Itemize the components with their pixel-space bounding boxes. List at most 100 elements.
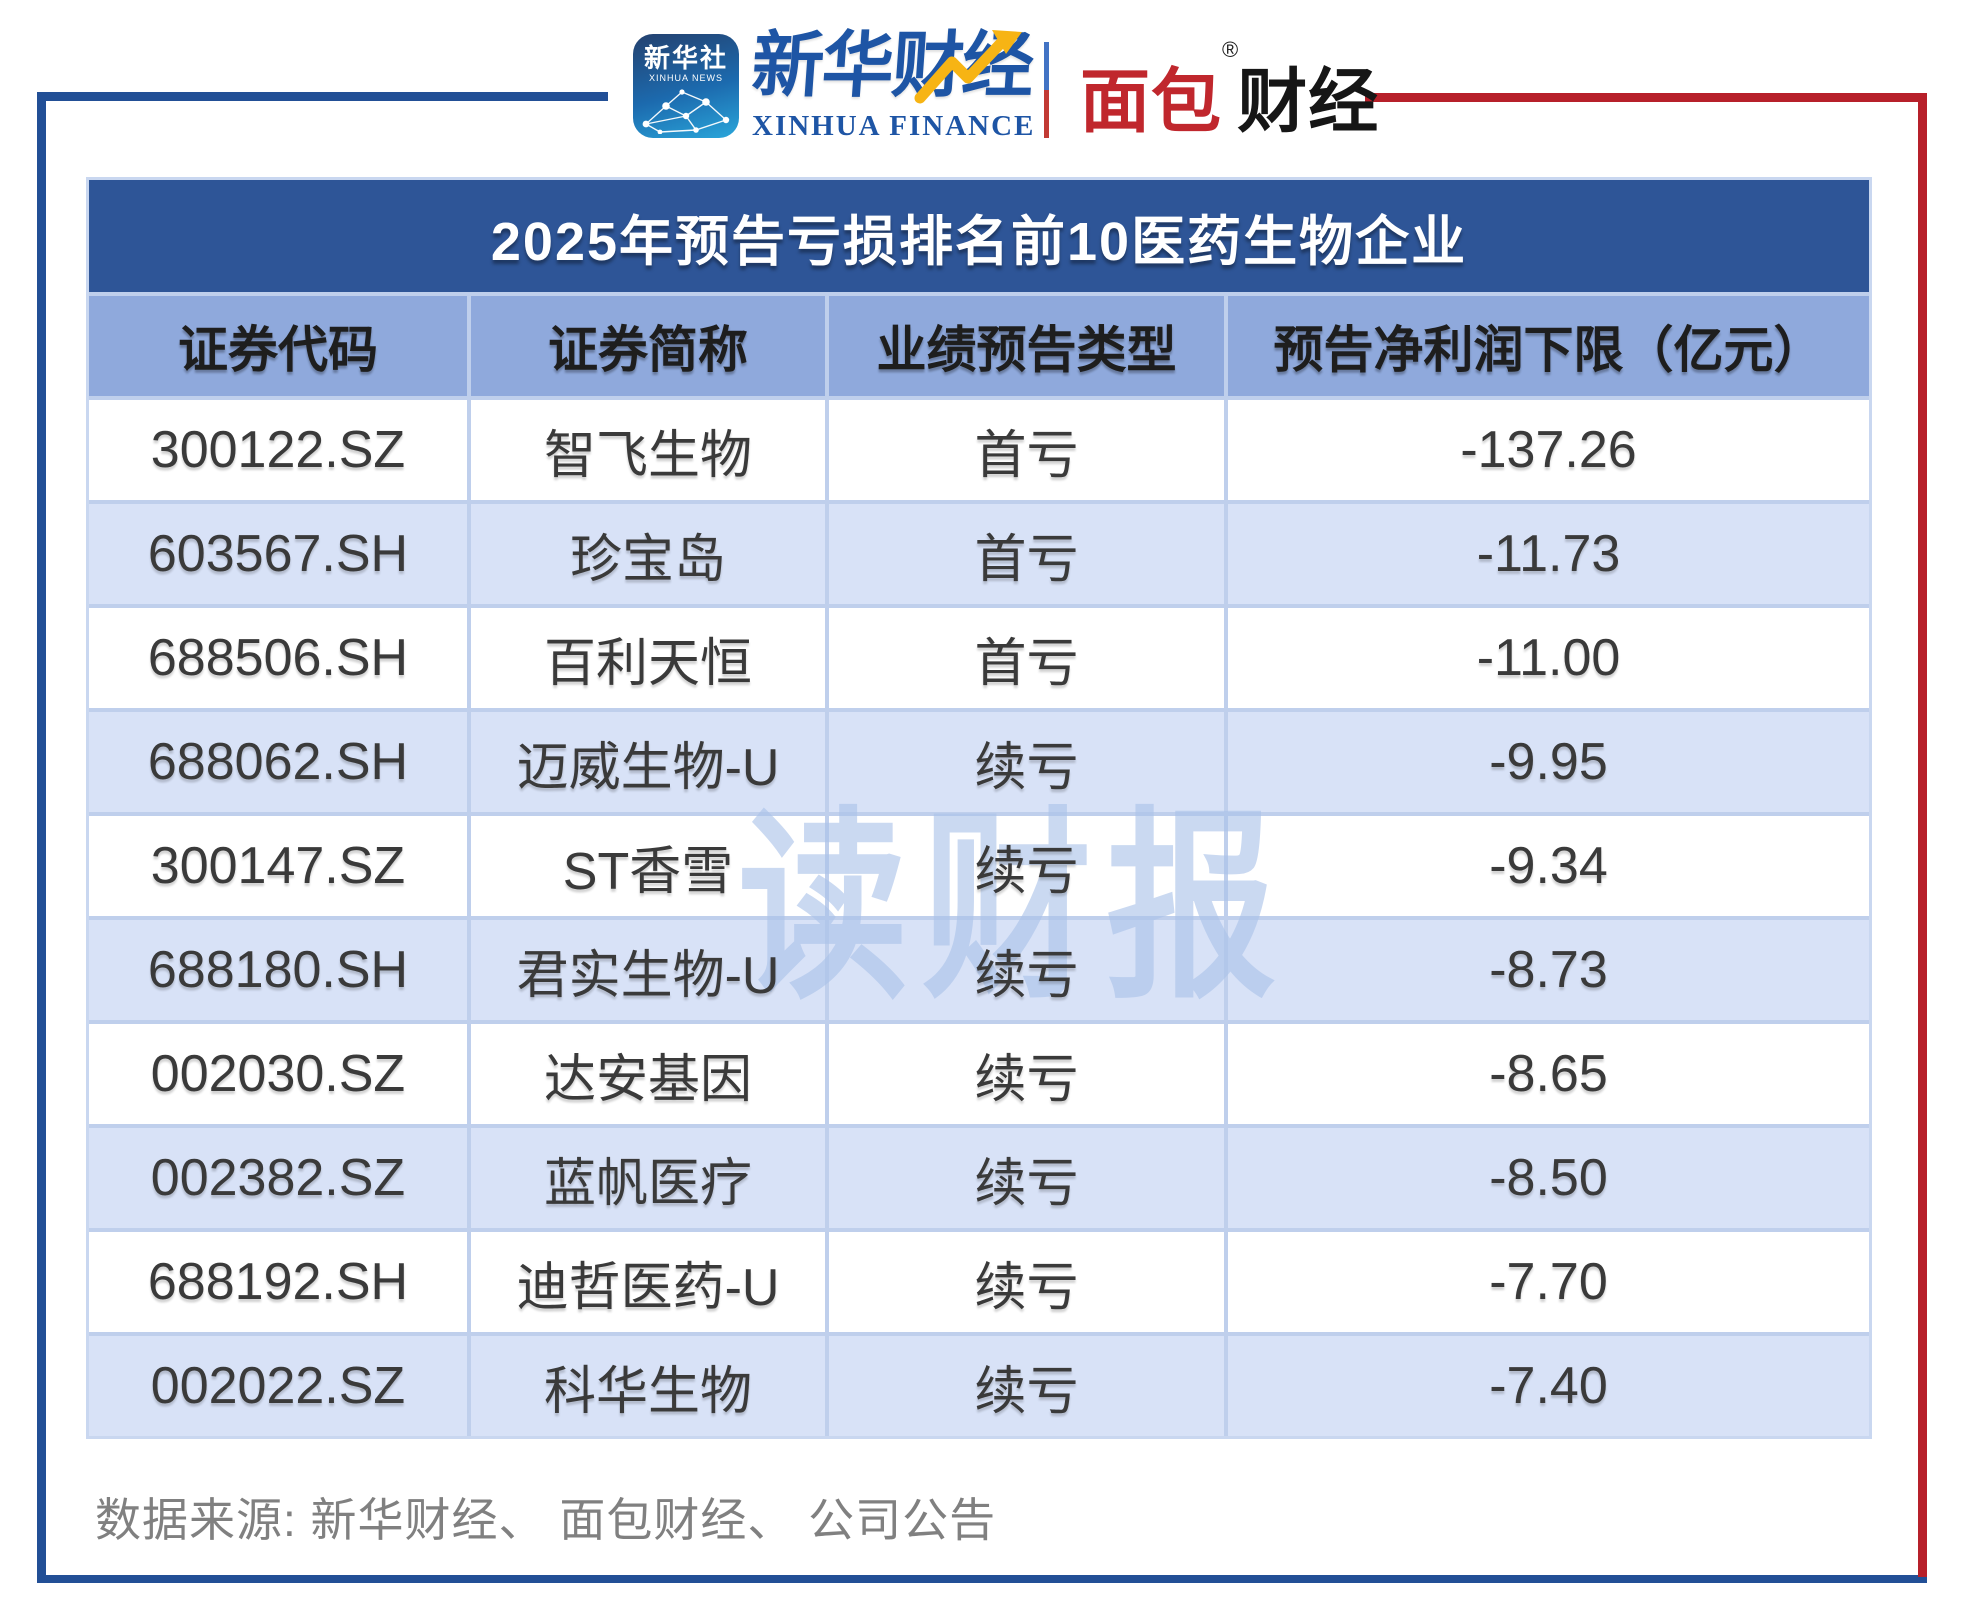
cell-security-code: 688180.SH (89, 920, 467, 1020)
table-row: 688180.SH 君实生物-U 续亏 -8.73 (89, 920, 1869, 1020)
cell-text: -9.95 (1489, 733, 1608, 791)
cell-security-name: 智飞生物 (471, 400, 825, 500)
cell-net-profit-floor: -7.40 (1228, 1336, 1869, 1436)
registered-trademark-icon: ® (1222, 37, 1240, 62)
cell-text: -8.65 (1489, 1045, 1608, 1103)
cell-text: 科华生物 (543, 1362, 752, 1421)
bread-finance-logo: 面包®财经 (1080, 37, 1380, 147)
cell-net-profit-floor: -11.73 (1228, 504, 1869, 604)
cell-security-name: 达安基因 (471, 1024, 825, 1124)
cell-forecast-type: 续亏 (829, 712, 1224, 812)
cell-text: 珍宝岛 (569, 530, 726, 589)
column-header-text: 证券代码 (178, 322, 378, 378)
frame-top-right-line (1365, 93, 1927, 102)
cell-text: 续亏 (974, 1154, 1079, 1213)
table-row: 300122.SZ 智飞生物 首亏 -137.26 (89, 400, 1869, 500)
table-row: 603567.SH 珍宝岛 首亏 -11.73 (89, 504, 1869, 604)
cell-security-code: 688506.SH (89, 608, 467, 708)
cell-security-name: 迪哲医药-U (471, 1232, 825, 1332)
cell-text: 688180.SH (147, 941, 409, 999)
cell-forecast-type: 续亏 (829, 816, 1224, 916)
cell-security-name: 迈威生物-U (471, 712, 825, 812)
cell-net-profit-floor: -137.26 (1228, 400, 1869, 500)
frame-top-left-line (37, 92, 608, 101)
column-header-text: 业绩预告类型 (876, 322, 1177, 378)
table-row: 002030.SZ 达安基因 续亏 -8.65 (89, 1024, 1869, 1124)
data-source-note: 数据来源: 新华财经、 面包财经、 公司公告 (95, 1494, 997, 1546)
cell-text: 300147.SZ (150, 837, 406, 895)
bread-finance-red-label: 面包 (1080, 62, 1222, 141)
cell-security-code: 688192.SH (89, 1232, 467, 1332)
cell-text: -11.00 (1476, 629, 1621, 687)
cell-text: 迈威生物-U (516, 738, 780, 797)
logo-separator-red (1044, 90, 1049, 138)
frame-bottom-line (37, 1575, 1927, 1583)
table-row: 688506.SH 百利天恒 首亏 -11.00 (89, 608, 1869, 708)
column-header-security-name: 证券简称 (471, 296, 825, 396)
column-header-forecast-type: 业绩预告类型 (829, 296, 1224, 396)
cell-text: 002022.SZ (150, 1357, 406, 1415)
cell-security-code: 688062.SH (89, 712, 467, 812)
cell-security-code: 603567.SH (89, 504, 467, 604)
cell-forecast-type: 首亏 (829, 400, 1224, 500)
cell-security-name: 君实生物-U (471, 920, 825, 1020)
cell-net-profit-floor: -8.65 (1228, 1024, 1869, 1124)
cell-text: ST香雪 (562, 842, 734, 901)
cell-text: 百利天恒 (543, 634, 752, 693)
cell-text: -137.26 (1460, 421, 1637, 479)
cell-text: 续亏 (974, 1050, 1079, 1109)
frame-left-line (37, 92, 46, 1583)
xinhua-finance-en-label: XINHUA FINANCE (752, 110, 1036, 142)
column-header-text: 预告净利润下限（亿元） (1273, 322, 1824, 378)
table-row: 300147.SZ ST香雪 续亏 -9.34 (89, 816, 1869, 916)
cell-text: 首亏 (974, 426, 1079, 485)
cell-text: -8.50 (1489, 1149, 1608, 1207)
cell-text: 603567.SH (147, 525, 409, 583)
cell-security-name: 蓝帆医疗 (471, 1128, 825, 1228)
cell-text: 智飞生物 (543, 426, 752, 485)
cell-forecast-type: 首亏 (829, 608, 1224, 708)
cell-net-profit-floor: -9.34 (1228, 816, 1869, 916)
cell-forecast-type: 续亏 (829, 1024, 1224, 1124)
cell-text: -9.34 (1489, 837, 1608, 895)
logo-separator-line (1044, 42, 1049, 138)
cell-security-name: 百利天恒 (471, 608, 825, 708)
cell-text: -8.73 (1489, 941, 1608, 999)
cell-forecast-type: 续亏 (829, 1128, 1224, 1228)
cell-text: 达安基因 (543, 1050, 752, 1109)
cell-text: 首亏 (974, 530, 1079, 589)
xinhua-finance-cn-label: 新华财经 (749, 26, 1035, 106)
frame-right-line (1918, 93, 1927, 1577)
cell-text: 君实生物-U (516, 946, 780, 1005)
table-header-row: 证券代码 证券简称 业绩预告类型 预告净利润下限（亿元） (89, 296, 1869, 396)
cell-text: 002030.SZ (150, 1045, 406, 1103)
column-header-security-code: 证券代码 (89, 296, 467, 396)
cell-text: -7.40 (1489, 1357, 1608, 1415)
column-header-text: 证券简称 (548, 322, 748, 378)
cell-security-name: ST香雪 (471, 816, 825, 916)
cell-text: -11.73 (1476, 525, 1621, 583)
xinhua-news-cn-label: 新华社 (643, 43, 728, 73)
loss-ranking-table: 2025年预告亏损排名前10医药生物企业 证券代码 证券简称 业绩预告类型 预告… (86, 177, 1872, 1439)
xinhua-news-logo-icon: 新华社 XINHUA NEWS (633, 34, 739, 138)
table-title-bar: 2025年预告亏损排名前10医药生物企业 (89, 180, 1869, 292)
cell-text: 续亏 (974, 946, 1079, 1005)
cell-text: 688062.SH (147, 733, 409, 791)
table-row: 688192.SH 迪哲医药-U 续亏 -7.70 (89, 1232, 1869, 1332)
cell-security-code: 002022.SZ (89, 1336, 467, 1436)
cell-net-profit-floor: -7.70 (1228, 1232, 1869, 1332)
cell-forecast-type: 续亏 (829, 1336, 1224, 1436)
table-row: 002022.SZ 科华生物 续亏 -7.40 (89, 1336, 1869, 1436)
cell-text: 迪哲医药-U (516, 1258, 780, 1317)
bread-finance-black-label: 财经 (1237, 62, 1380, 141)
cell-net-profit-floor: -8.73 (1228, 920, 1869, 1020)
cell-security-code: 300147.SZ (89, 816, 467, 916)
cell-security-code: 002030.SZ (89, 1024, 467, 1124)
cell-text: -7.70 (1489, 1253, 1608, 1311)
cell-net-profit-floor: -8.50 (1228, 1128, 1869, 1228)
table-row: 002382.SZ 蓝帆医疗 续亏 -8.50 (89, 1128, 1869, 1228)
cell-net-profit-floor: -11.00 (1228, 608, 1869, 708)
cell-text: 002382.SZ (150, 1149, 406, 1207)
cell-security-name: 科华生物 (471, 1336, 825, 1436)
